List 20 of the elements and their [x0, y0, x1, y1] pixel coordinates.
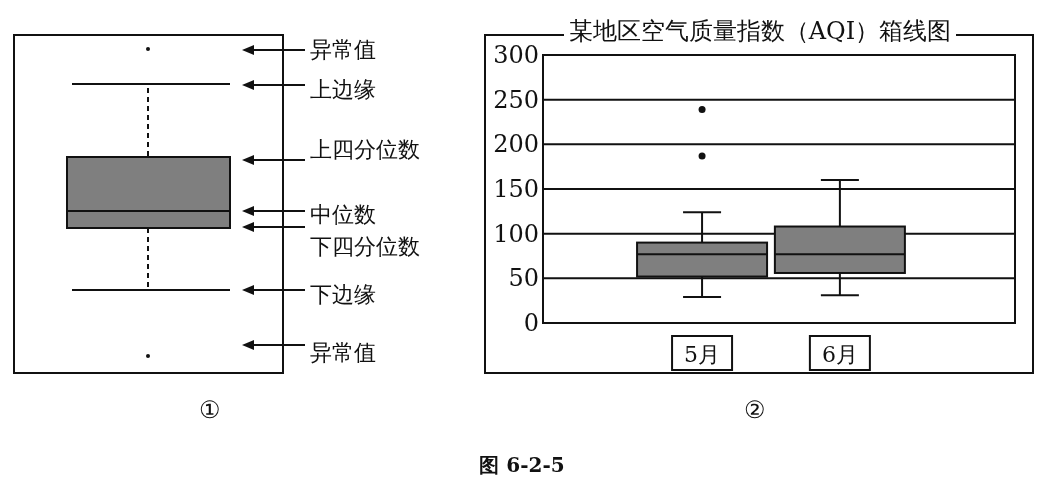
y-tick-label: 0 — [523, 309, 539, 337]
text: 下四分位数 — [310, 234, 420, 259]
y-tick-label: 200 — [493, 130, 539, 159]
chart-title: 某地区空气质量指数（AQI）箱线图 — [568, 17, 952, 45]
text: 上四分位数 — [310, 137, 420, 162]
caption: 图 6-2-5 — [479, 453, 565, 477]
text: 上边缘 — [310, 77, 376, 102]
text: 中位数 — [310, 202, 376, 227]
y-tick-label: 100 — [493, 219, 539, 248]
text: 异常值 — [310, 340, 376, 365]
y-tick-label: 300 — [493, 41, 539, 69]
text: ① — [199, 396, 221, 424]
y-tick-label: 150 — [493, 175, 539, 203]
y-tick-label: 50 — [508, 264, 539, 293]
x-tick-label: 6月 — [821, 342, 858, 367]
text: 异常值 — [310, 37, 376, 62]
x-tick-label: 5月 — [684, 342, 721, 367]
text: 下边缘 — [310, 282, 376, 307]
y-tick-label: 250 — [493, 85, 539, 114]
text: ② — [744, 396, 766, 424]
